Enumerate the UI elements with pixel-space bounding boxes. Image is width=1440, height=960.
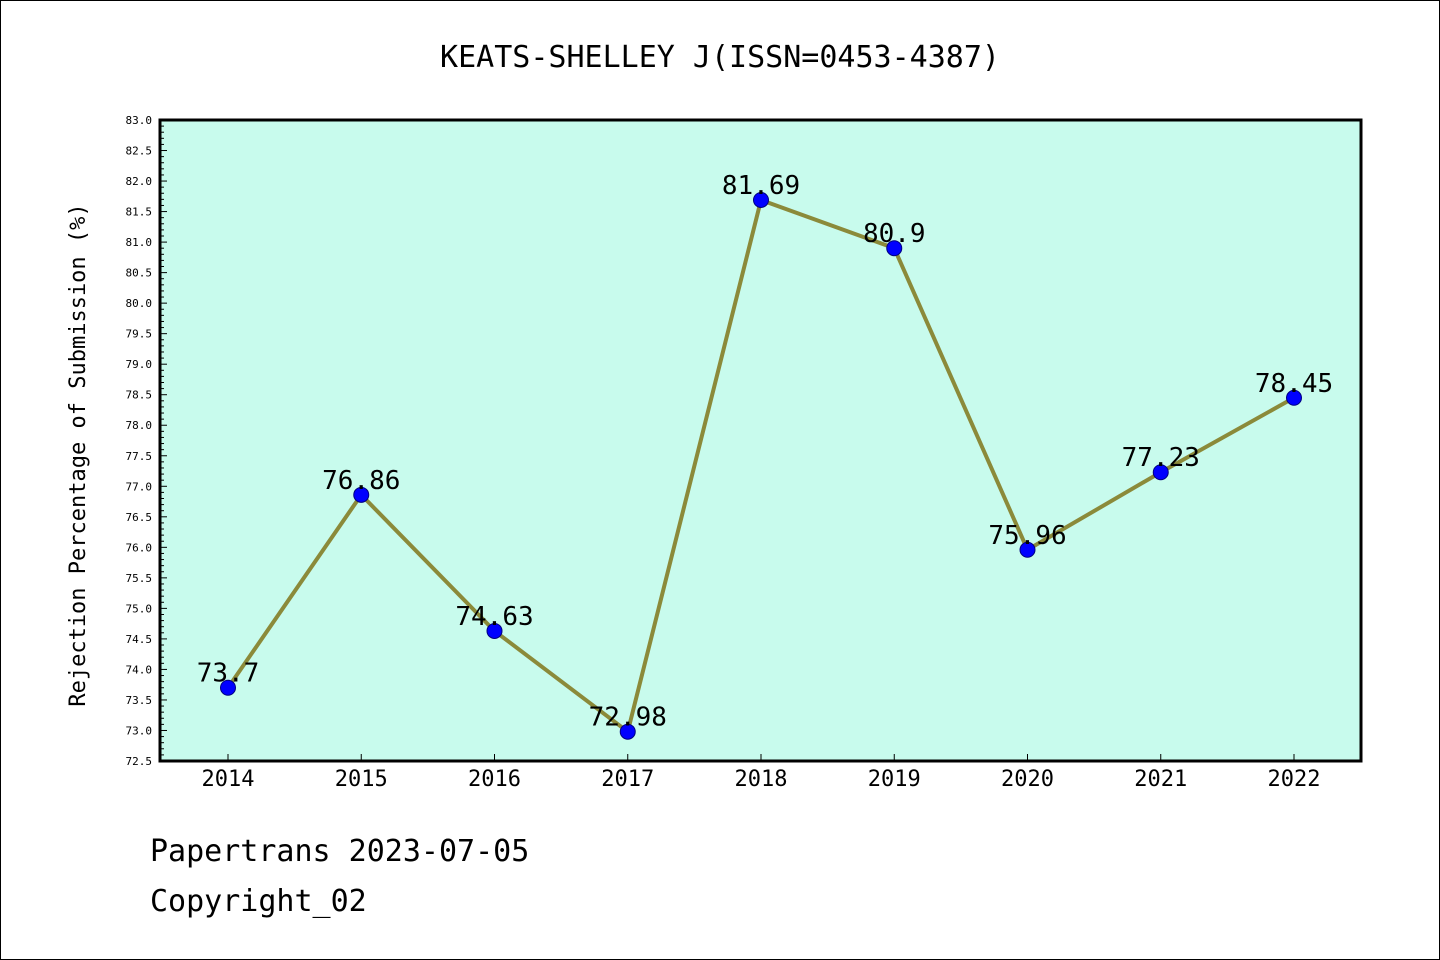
data-point [1152, 464, 1169, 481]
y-tick-label: 73.0 [126, 724, 153, 737]
y-tick-label: 78.0 [126, 419, 153, 432]
plot-area [158, 118, 1363, 763]
y-tick-label: 79.0 [126, 358, 153, 371]
x-tick-label: 2018 [735, 767, 788, 792]
data-point [753, 191, 769, 208]
y-tick-label: 81.0 [126, 236, 153, 249]
y-tick-label: 74.0 [126, 663, 153, 676]
data-point [886, 240, 903, 257]
data-labels: 73.7 76.86 74.63 72.98 81.69 80.9 75.96 77.23 78… [197, 171, 1333, 733]
footer-credit: Papertrans 2023-07-05 [150, 834, 530, 869]
y-tick-label: 81.5 [126, 206, 153, 219]
data-label: 73.7 [197, 659, 260, 689]
y-axis: 72.5 73.0 73.5 74.0 74.5 75.0 75.5 76.0 76.5 77.0… [126, 114, 167, 768]
data-label: 75.96 [988, 521, 1066, 551]
data-point [353, 486, 370, 503]
data-label: 78.45 [1255, 369, 1333, 399]
data-point [220, 679, 236, 696]
data-point [1286, 389, 1302, 406]
x-tick-label: 2015 [335, 767, 388, 792]
y-tick-label: 83.0 [126, 114, 153, 127]
y-tick-label: 72.5 [126, 755, 153, 768]
y-tick-label: 77.5 [126, 450, 153, 463]
data-label: 74.63 [455, 602, 533, 632]
data-point [619, 723, 636, 740]
chart-title: KEATS-SHELLEY J(ISSN=0453-4387) [440, 40, 1000, 75]
y-tick-label: 75.5 [126, 572, 153, 585]
x-axis: 2014 2015 2016 2017 2018 2019 2020 2021 2022 [202, 754, 1321, 792]
x-tick-label: 2014 [202, 767, 255, 792]
y-tick-label: 75.0 [126, 602, 153, 615]
y-tick-label: 76.0 [126, 541, 153, 554]
data-point [1019, 541, 1036, 558]
data-label: 80.9 [863, 219, 926, 249]
y-tick-label: 77.0 [126, 480, 153, 493]
data-label: 72.98 [589, 703, 667, 733]
data-point [486, 622, 503, 639]
data-label: 81.69 [722, 171, 800, 201]
y-tick-label: 78.5 [126, 389, 153, 402]
x-tick-label: 2019 [868, 767, 921, 792]
y-tick-label: 82.0 [126, 175, 153, 188]
data-label: 76.86 [322, 466, 400, 496]
series [220, 191, 1302, 740]
y-tick-label: 80.5 [126, 267, 153, 280]
y-tick-label: 76.5 [126, 511, 153, 524]
y-tick-label: 74.5 [126, 633, 153, 646]
y-tick-label: 80.0 [126, 297, 153, 310]
y-tick-label: 82.5 [126, 145, 153, 158]
y-tick-label: 73.5 [126, 694, 153, 707]
x-tick-label: 2016 [468, 767, 521, 792]
x-tick-label: 2020 [1001, 767, 1054, 792]
x-tick-label: 2022 [1268, 767, 1321, 792]
x-tick-label: 2017 [601, 767, 654, 792]
y-axis-label: Rejection Percentage of Submission (%) [66, 203, 91, 706]
data-label: 77.23 [1122, 443, 1200, 473]
x-tick-label: 2021 [1134, 767, 1187, 792]
y-tick-label: 79.5 [126, 328, 153, 341]
footer-copyright: Copyright_02 [150, 884, 367, 919]
